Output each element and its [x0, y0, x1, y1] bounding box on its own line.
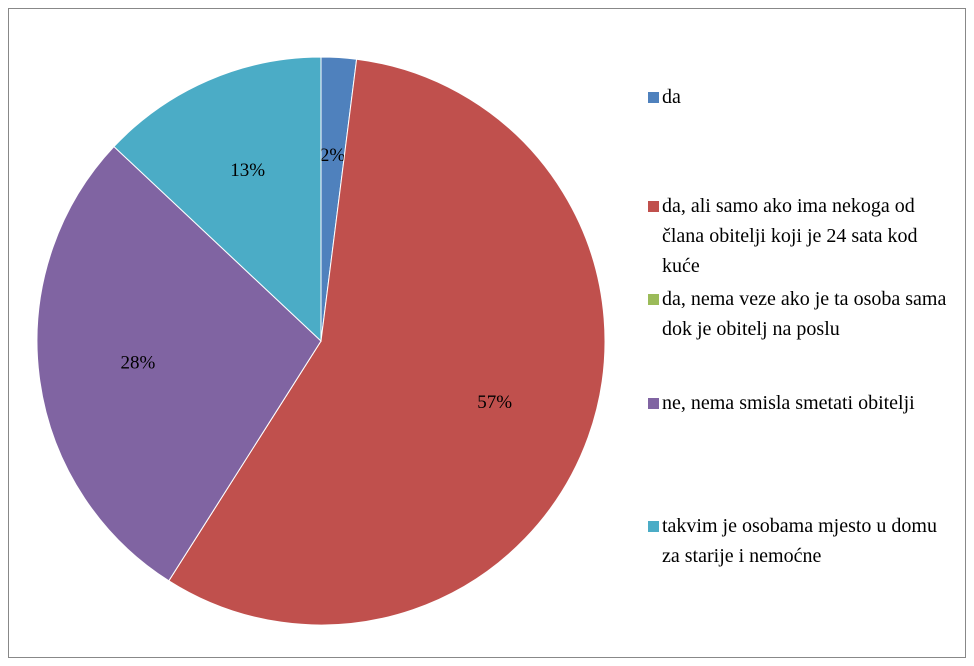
data-label: 13% [230, 160, 265, 181]
legend-label: da [662, 86, 681, 108]
pie-slice [113, 56, 322, 343]
legend-item: da, nema veze ako je ta osoba sama dok j… [648, 284, 958, 344]
legend-label: da, nema veze ako je ta osoba sama dok j… [662, 288, 947, 340]
data-label: 2% [320, 145, 346, 166]
legend-label: takvim je osobama mjesto u domu za stari… [662, 515, 937, 567]
legend-swatch [648, 521, 659, 532]
data-label: 57% [477, 392, 512, 413]
data-label: 28% [120, 352, 155, 373]
legend-item: da, ali samo ako ima nekoga od člana obi… [648, 191, 958, 281]
legend-swatch [648, 201, 659, 212]
pie-slice [168, 58, 606, 626]
legend-item: da [648, 82, 958, 112]
legend-item: takvim je osobama mjesto u domu za stari… [648, 511, 958, 571]
pie-slice [36, 145, 322, 582]
legend-swatch [648, 398, 659, 409]
legend-label: da, ali samo ako ima nekoga od člana obi… [662, 195, 918, 277]
legend-swatch [648, 294, 659, 305]
legend-item: ne, nema smisla smetati obitelji [648, 388, 958, 418]
legend-label: ne, nema smisla smetati obitelji [662, 392, 915, 414]
legend-swatch [648, 92, 659, 103]
